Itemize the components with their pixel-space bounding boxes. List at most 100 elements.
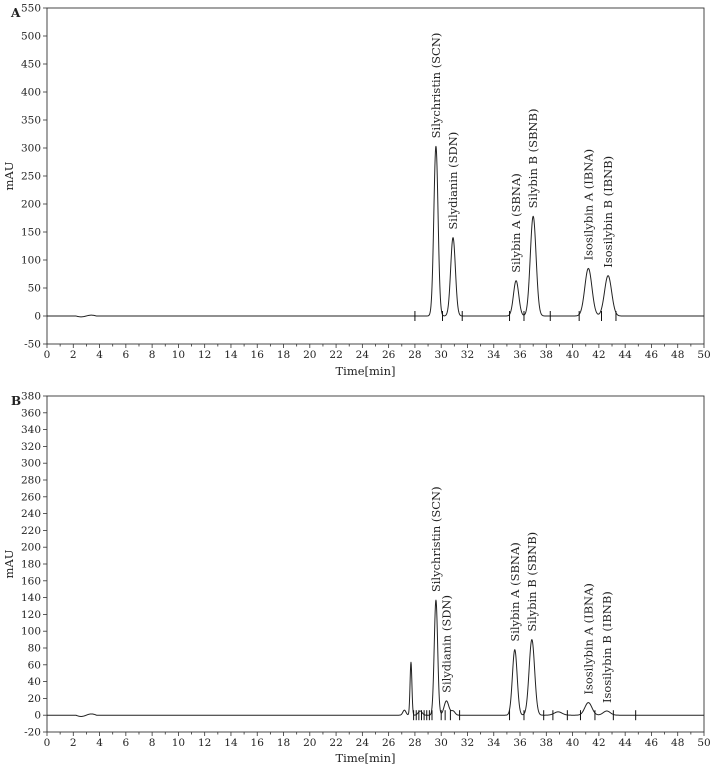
y-tick-label: 300 xyxy=(21,458,41,470)
x-tick-label: 32 xyxy=(461,349,474,361)
x-tick-label: 34 xyxy=(487,349,501,361)
y-tick-label: 80 xyxy=(28,643,41,655)
x-tick-label: 24 xyxy=(356,737,370,749)
x-tick-label: 50 xyxy=(697,737,710,749)
y-tick-label: 280 xyxy=(21,475,41,487)
peak-label: Silybin A (SBNA) xyxy=(509,173,523,272)
x-tick-label: 28 xyxy=(408,349,421,361)
peak-label: Isosilybin B (IBNB) xyxy=(600,591,614,703)
x-tick-label: 0 xyxy=(44,737,51,749)
peak-label: Silychristin (SCN) xyxy=(429,486,443,592)
peak-label: Isosilybin A (IBNA) xyxy=(581,583,595,695)
x-tick-label: 2 xyxy=(70,737,77,749)
y-axis-title: mAU xyxy=(2,549,16,578)
peak-label: Silybin B (SBNB) xyxy=(526,109,540,209)
x-tick-label: 20 xyxy=(303,737,316,749)
x-tick-label: 2 xyxy=(70,349,77,361)
x-tick-label: 14 xyxy=(224,349,238,361)
x-tick-label: 6 xyxy=(122,349,129,361)
y-tick-label: 200 xyxy=(21,542,41,554)
x-tick-label: 18 xyxy=(277,349,290,361)
peak-label: Silybin B (SBNB) xyxy=(525,532,539,632)
chart-panel-b: B-20020406080100120140160180200220240260… xyxy=(2,391,710,766)
x-tick-label: 10 xyxy=(172,349,185,361)
y-tick-label: 160 xyxy=(21,575,41,587)
y-tick-label: 150 xyxy=(21,227,41,239)
x-tick-label: 28 xyxy=(408,737,421,749)
x-tick-label: 38 xyxy=(540,737,553,749)
y-tick-label: 400 xyxy=(21,87,41,99)
y-tick-label: 380 xyxy=(21,391,41,403)
x-tick-label: 4 xyxy=(96,737,103,749)
x-tick-label: 34 xyxy=(487,737,501,749)
x-tick-label: 42 xyxy=(592,349,605,361)
y-tick-label: 50 xyxy=(28,283,41,295)
y-tick-label: 260 xyxy=(21,491,41,503)
x-tick-label: 24 xyxy=(356,349,370,361)
peak-label: Isosilybin B (IBNB) xyxy=(601,156,615,268)
y-tick-label: 350 xyxy=(21,115,41,127)
y-tick-label: 20 xyxy=(28,693,41,705)
x-tick-label: 8 xyxy=(149,349,156,361)
y-tick-label: 0 xyxy=(34,311,41,323)
x-tick-label: 32 xyxy=(461,737,474,749)
x-tick-label: 46 xyxy=(645,349,659,361)
x-tick-label: 40 xyxy=(566,349,579,361)
y-tick-label: 500 xyxy=(21,31,41,43)
x-tick-label: 0 xyxy=(44,349,51,361)
panel-label: A xyxy=(10,6,21,20)
x-tick-label: 36 xyxy=(513,737,527,749)
x-tick-label: 14 xyxy=(224,737,238,749)
x-tick-label: 26 xyxy=(382,349,396,361)
x-tick-label: 44 xyxy=(618,349,632,361)
x-tick-label: 38 xyxy=(540,349,553,361)
x-tick-label: 30 xyxy=(435,349,448,361)
y-tick-label: 60 xyxy=(28,659,41,671)
x-tick-label: 8 xyxy=(149,737,156,749)
x-tick-label: 16 xyxy=(251,349,265,361)
peak-label: Silybin A (SBNA) xyxy=(508,542,522,641)
y-tick-label: 300 xyxy=(21,143,41,155)
x-tick-label: 10 xyxy=(172,737,185,749)
y-tick-label: 100 xyxy=(21,255,41,267)
peak-label: Silydianin (SDN) xyxy=(446,132,460,230)
y-axis-title: mAU xyxy=(2,161,16,190)
peak-label: Isosilybin A (IBNA) xyxy=(581,149,595,261)
x-tick-label: 16 xyxy=(251,737,265,749)
y-tick-label: 250 xyxy=(21,171,41,183)
panel-label: B xyxy=(11,394,21,408)
y-tick-label: 550 xyxy=(21,3,41,15)
y-tick-label: 40 xyxy=(28,676,41,688)
y-tick-label: 140 xyxy=(21,592,41,604)
x-tick-label: 46 xyxy=(645,737,659,749)
chromatogram-trace xyxy=(46,145,705,318)
y-tick-label: 240 xyxy=(21,508,41,520)
x-axis-title: Time[min] xyxy=(335,751,395,765)
x-tick-label: 44 xyxy=(618,737,632,749)
x-tick-label: 22 xyxy=(329,349,342,361)
x-tick-label: 50 xyxy=(697,349,710,361)
x-tick-label: 6 xyxy=(122,737,129,749)
x-tick-label: 48 xyxy=(671,349,684,361)
y-tick-label: -20 xyxy=(24,727,41,739)
y-tick-label: 100 xyxy=(21,626,41,638)
x-tick-label: 48 xyxy=(671,737,684,749)
y-tick-label: 0 xyxy=(34,710,41,722)
x-tick-label: 30 xyxy=(435,737,448,749)
y-tick-label: -50 xyxy=(24,339,41,351)
x-axis-title: Time[min] xyxy=(335,364,395,378)
x-tick-label: 40 xyxy=(566,737,579,749)
y-tick-label: 120 xyxy=(21,609,41,621)
y-tick-label: 340 xyxy=(21,424,41,436)
x-tick-label: 12 xyxy=(198,737,211,749)
peak-label: Silychristin (SCN) xyxy=(429,33,443,139)
x-tick-label: 18 xyxy=(277,737,290,749)
x-tick-label: 26 xyxy=(382,737,396,749)
y-tick-label: 200 xyxy=(21,199,41,211)
x-tick-label: 4 xyxy=(96,349,103,361)
y-tick-label: 360 xyxy=(21,407,41,419)
x-tick-label: 42 xyxy=(592,737,605,749)
x-tick-label: 12 xyxy=(198,349,211,361)
